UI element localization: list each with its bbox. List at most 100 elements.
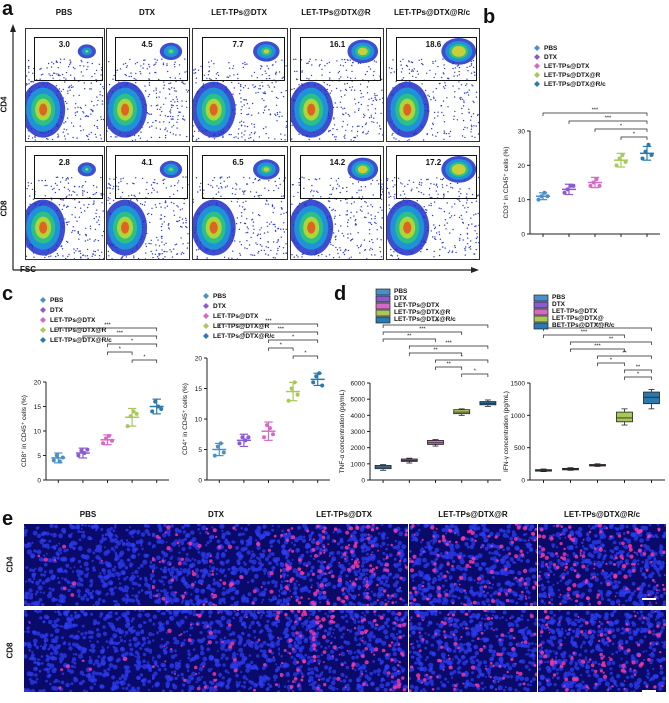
legend-label: LET-TPs@DTX@R/c — [213, 333, 275, 340]
data-point — [565, 187, 570, 192]
y-tick-label: 500 — [514, 445, 525, 452]
data-point — [128, 414, 133, 419]
significance-label: * — [292, 335, 295, 341]
legend-label: DTX — [213, 303, 227, 310]
box — [643, 391, 660, 405]
box — [427, 439, 444, 445]
legend-label: LET-TPs@DTX — [552, 308, 598, 315]
data-point — [150, 409, 155, 414]
flow-axes — [10, 24, 479, 273]
flow-density — [193, 159, 287, 259]
significance-label: * — [610, 358, 613, 364]
flow-row-label-cd4: CD4 — [0, 96, 9, 113]
data-point — [51, 458, 56, 463]
significance-label: *** — [104, 323, 111, 329]
flow-plot: 4.5 — [106, 28, 190, 142]
data-point — [215, 444, 220, 449]
data-point — [159, 406, 164, 411]
data-point — [646, 142, 651, 147]
flow-density — [26, 162, 104, 259]
data-point — [156, 404, 161, 409]
y-tick-label: 0 — [198, 478, 202, 485]
legend-marker — [203, 323, 209, 329]
legend-label: DTX — [552, 301, 566, 308]
significance-bracket — [594, 128, 648, 132]
data-point — [623, 159, 628, 164]
data-point — [76, 453, 81, 458]
data-point — [588, 183, 593, 188]
significance-label: *** — [432, 320, 439, 326]
panel-label-c: c — [2, 283, 14, 305]
legend-label: LET-TPs@DTX@ — [552, 315, 604, 322]
y-axis-label: TNF-α concentration (pg/mL) — [339, 390, 346, 474]
significance-bracket — [408, 345, 489, 349]
legend-label: LET-TPs@DTX@R — [50, 327, 107, 334]
y-tick-label: 15 — [34, 404, 42, 411]
significance-label: * — [304, 351, 307, 357]
flow-gate — [33, 155, 103, 199]
data-point — [79, 448, 84, 453]
flow-gate-percentage: 3.0 — [58, 40, 70, 49]
data-point — [271, 432, 275, 437]
significance-label: ** — [433, 348, 438, 354]
immunofluorescence-panel: PBS DTX LET-TPs@DTX LET-TPs@DTX@R LET-TPs@DT… — [0, 510, 669, 703]
legend-swatch — [533, 294, 549, 302]
y-tick-label: 5000 — [351, 397, 366, 404]
legend-marker — [203, 333, 209, 339]
y-tick-label: 0 — [361, 478, 365, 485]
y-tick-label: 1000 — [351, 461, 366, 468]
data-point — [107, 433, 111, 438]
legend-swatch — [375, 316, 391, 324]
data-point — [539, 194, 544, 199]
data-point — [571, 183, 576, 188]
y-tick-label: 15 — [195, 386, 203, 393]
flow-plot: 3.0 — [25, 28, 105, 142]
legend-swatch — [375, 309, 391, 317]
data-point — [104, 436, 108, 441]
legend-label: LET-TPs@DTX@R/c — [544, 81, 606, 88]
data-point — [643, 149, 648, 154]
if-cells — [280, 524, 408, 606]
flow-gate — [396, 37, 478, 81]
data-point — [617, 156, 622, 161]
if-image — [24, 524, 152, 606]
significance-label: *** — [605, 116, 612, 122]
if-image — [280, 524, 408, 606]
legend-label: LET-TPs@DTX@R — [394, 309, 451, 316]
significance-label: ** — [446, 362, 451, 368]
legend-label: LET-TPs@DTX — [50, 317, 96, 324]
legend-marker — [203, 313, 209, 319]
data-point — [594, 177, 599, 182]
if-cells — [538, 524, 666, 606]
flow-gate — [115, 37, 188, 81]
significance-label: *** — [581, 330, 588, 336]
if-image — [24, 610, 152, 692]
data-point — [131, 409, 136, 414]
y-tick-label: 2000 — [351, 445, 366, 452]
legend-label: PBS — [552, 294, 566, 301]
data-point — [240, 435, 245, 440]
if-column-title: DTX — [208, 510, 224, 519]
legend-label: LET-TPs@DTX@R/c — [50, 337, 112, 344]
flow-density — [107, 42, 189, 141]
significance-bracket — [218, 323, 319, 327]
significance-label: * — [131, 339, 134, 345]
y-tick-label: 10 — [518, 197, 526, 204]
significance-label: * — [633, 132, 636, 138]
data-point — [640, 156, 645, 161]
y-tick-label: 20 — [195, 356, 203, 363]
legend-marker — [534, 63, 540, 69]
if-image — [538, 610, 666, 692]
if-column-title: PBS — [79, 510, 97, 519]
flow-density — [387, 156, 479, 259]
data-point — [317, 371, 322, 376]
flow-density — [291, 157, 383, 259]
significance-bracket — [570, 348, 625, 352]
data-point — [153, 399, 158, 404]
legend-label: DTX — [50, 307, 64, 314]
box — [400, 458, 418, 462]
legend-label: PBS — [213, 293, 227, 300]
data-point — [286, 398, 291, 403]
data-point — [620, 153, 625, 158]
